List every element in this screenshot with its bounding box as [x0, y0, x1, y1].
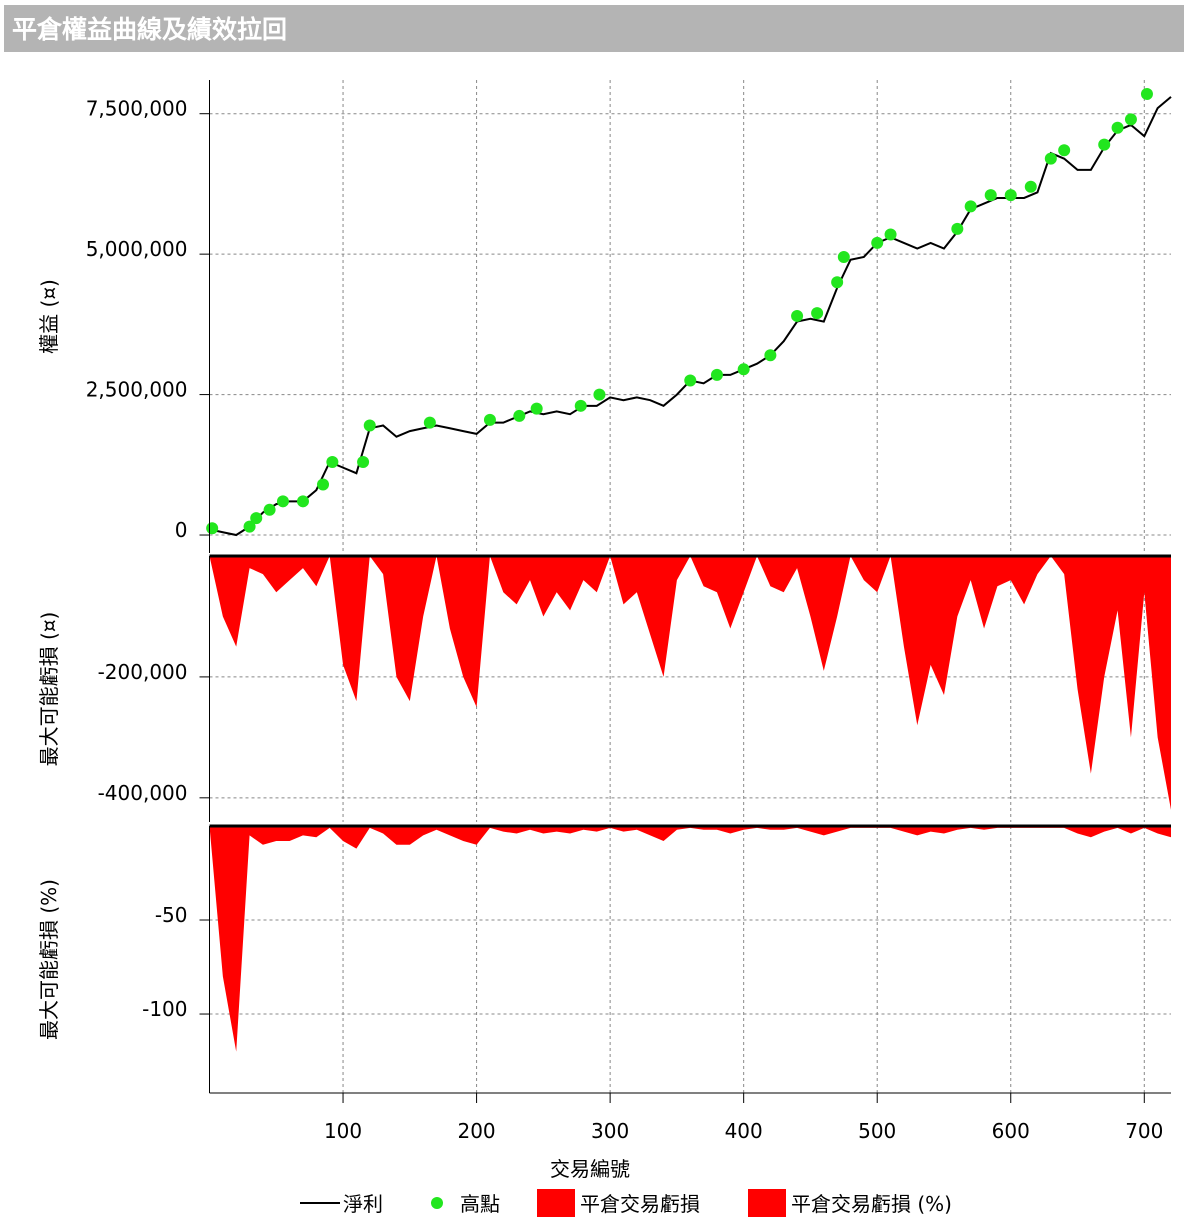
legend-label: 高點 [460, 1192, 500, 1216]
high-point [326, 455, 339, 468]
high-point [243, 520, 256, 533]
high-point [884, 228, 897, 241]
high-point [574, 399, 587, 412]
high-point [837, 250, 850, 263]
high-point [1124, 113, 1137, 126]
y-axis-label: 權益 (¤) [37, 279, 61, 354]
x-tick-label: 700 [1125, 1119, 1163, 1143]
legend-label: 淨利 [343, 1192, 383, 1216]
high-point [593, 388, 606, 401]
high-point [710, 368, 723, 381]
high-point [684, 374, 697, 387]
x-tick-label: 100 [324, 1119, 362, 1143]
high-point [1044, 152, 1057, 165]
high-point [811, 307, 824, 320]
high-point [363, 419, 376, 432]
high-point [984, 189, 997, 202]
y-tick-label: -50 [155, 903, 188, 927]
high-point [871, 236, 884, 249]
high-point [1098, 138, 1111, 151]
high-point [483, 413, 496, 426]
high-point [1140, 88, 1153, 101]
high-point [206, 522, 219, 535]
high-point [357, 455, 370, 468]
x-axis-label: 交易編號 [550, 1157, 630, 1181]
legend-swatch [537, 1189, 575, 1217]
y-tick-label: -200,000 [98, 660, 188, 684]
high-point [831, 276, 844, 289]
high-point [1024, 180, 1037, 193]
y-tick-label: 2,500,000 [86, 378, 188, 402]
high-point [317, 478, 330, 491]
legend-swatch [748, 1189, 786, 1217]
high-point [423, 416, 436, 429]
high-point [1058, 144, 1071, 157]
y-tick-label: 5,000,000 [86, 237, 188, 261]
legend-label: 平倉交易虧損 (%) [791, 1192, 952, 1216]
x-tick-label: 200 [457, 1119, 495, 1143]
high-point [276, 495, 289, 508]
high-point [296, 495, 309, 508]
x-tick-label: 600 [992, 1119, 1030, 1143]
high-point [791, 309, 804, 322]
high-point [964, 200, 977, 213]
legend-swatch [431, 1197, 443, 1209]
y-tick-label: -400,000 [98, 781, 188, 805]
x-tick-label: 300 [591, 1119, 629, 1143]
high-point [764, 349, 777, 362]
drawdown-area [209, 556, 1171, 810]
chart-title: 平倉權益曲線及績效拉回 [12, 15, 287, 44]
x-tick-label: 500 [858, 1119, 896, 1143]
header-bar [4, 5, 1184, 52]
high-point [513, 409, 526, 422]
high-point [1111, 121, 1124, 134]
high-point [737, 363, 750, 376]
x-tick-label: 400 [725, 1119, 763, 1143]
y-tick-label: 0 [175, 518, 188, 542]
high-point [951, 222, 964, 235]
legend-label: 平倉交易虧損 [580, 1192, 700, 1216]
y-tick-label: -100 [142, 997, 187, 1021]
high-point [1004, 189, 1017, 202]
high-point [263, 503, 276, 516]
y-tick-label: 7,500,000 [86, 97, 188, 121]
y-axis-label: 最大可能虧損 (%) [37, 879, 61, 1040]
high-point [530, 402, 543, 415]
y-axis-label: 最大可能虧損 (¤) [37, 612, 61, 767]
high-point [250, 512, 263, 525]
